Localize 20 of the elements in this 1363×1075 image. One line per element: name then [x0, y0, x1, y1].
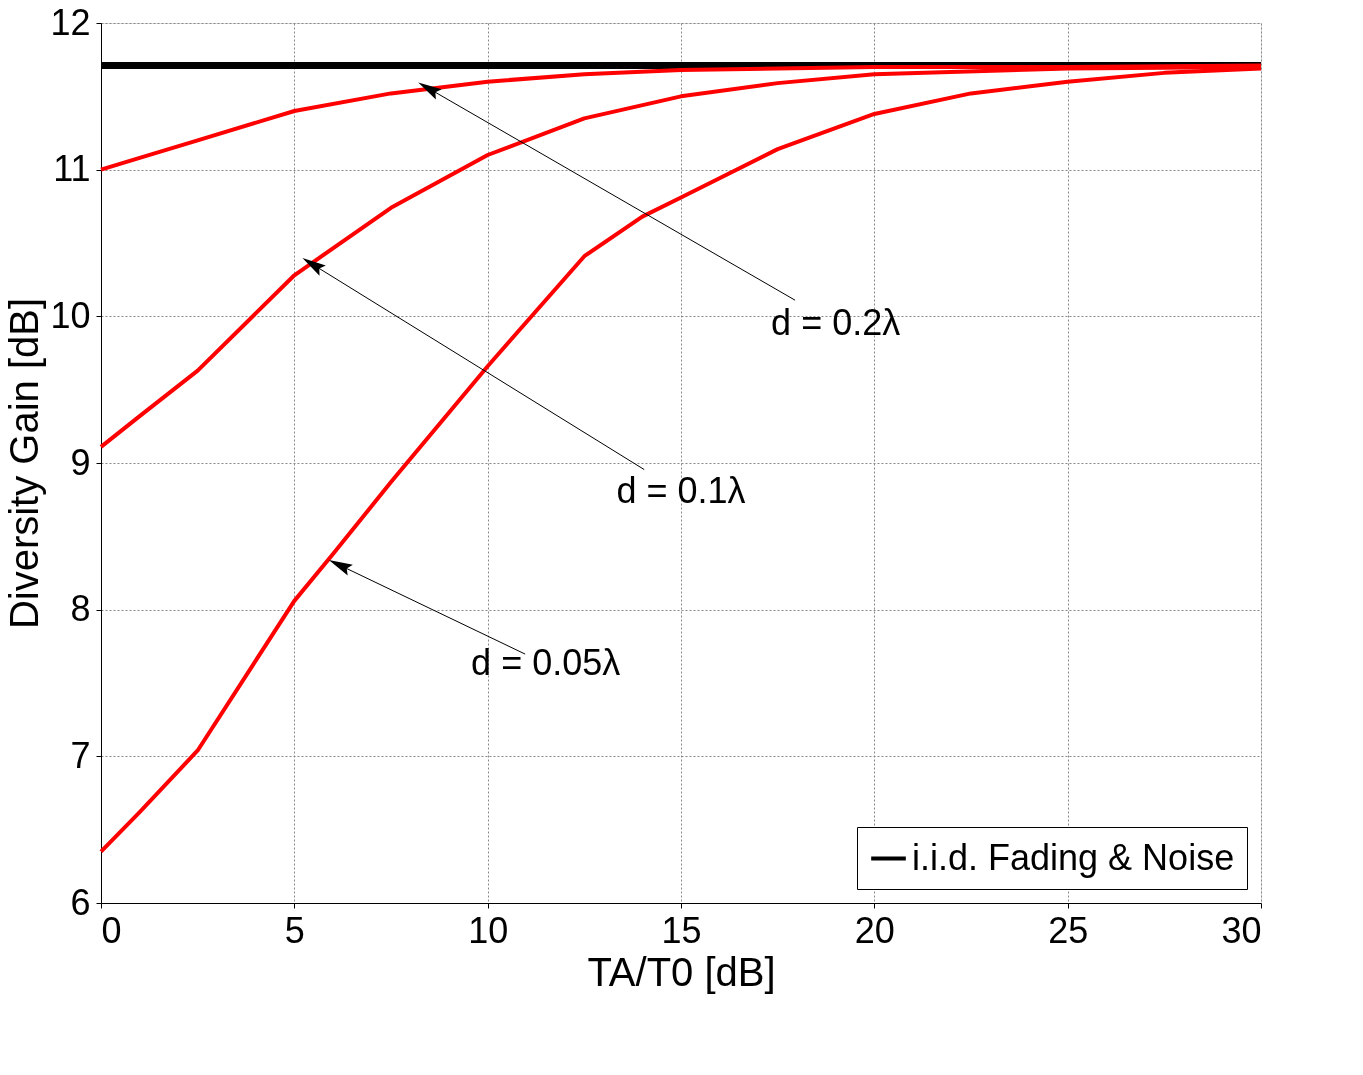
x-tick-label: 30 — [1221, 909, 1262, 951]
annotation: d = 0.05λ — [471, 641, 621, 683]
x-tick-label: 10 — [468, 909, 509, 951]
y-tick-label: 10 — [50, 294, 91, 336]
x-axis-title: TA/T0 [dB] — [587, 949, 776, 994]
legend-label: i.i.d. Fading & Noise — [912, 836, 1235, 878]
x-tick-label: 15 — [661, 909, 702, 951]
annotation: d = 0.1λ — [616, 470, 746, 512]
y-tick-label: 6 — [70, 881, 91, 923]
y-tick-label: 9 — [70, 441, 91, 483]
x-tick-label: 5 — [284, 909, 305, 951]
y-tick-label: 8 — [70, 588, 91, 630]
y-tick-label: 7 — [70, 734, 91, 776]
x-tick-label: 20 — [854, 909, 895, 951]
y-tick-label: 11 — [53, 148, 91, 190]
y-axis-title: Diversity Gain [dB] — [2, 297, 47, 630]
x-tick-label: 0 — [101, 909, 122, 951]
x-tick-label: 25 — [1048, 909, 1089, 951]
y-tick-label: 12 — [50, 1, 91, 43]
annotation: d = 0.2λ — [771, 301, 901, 343]
